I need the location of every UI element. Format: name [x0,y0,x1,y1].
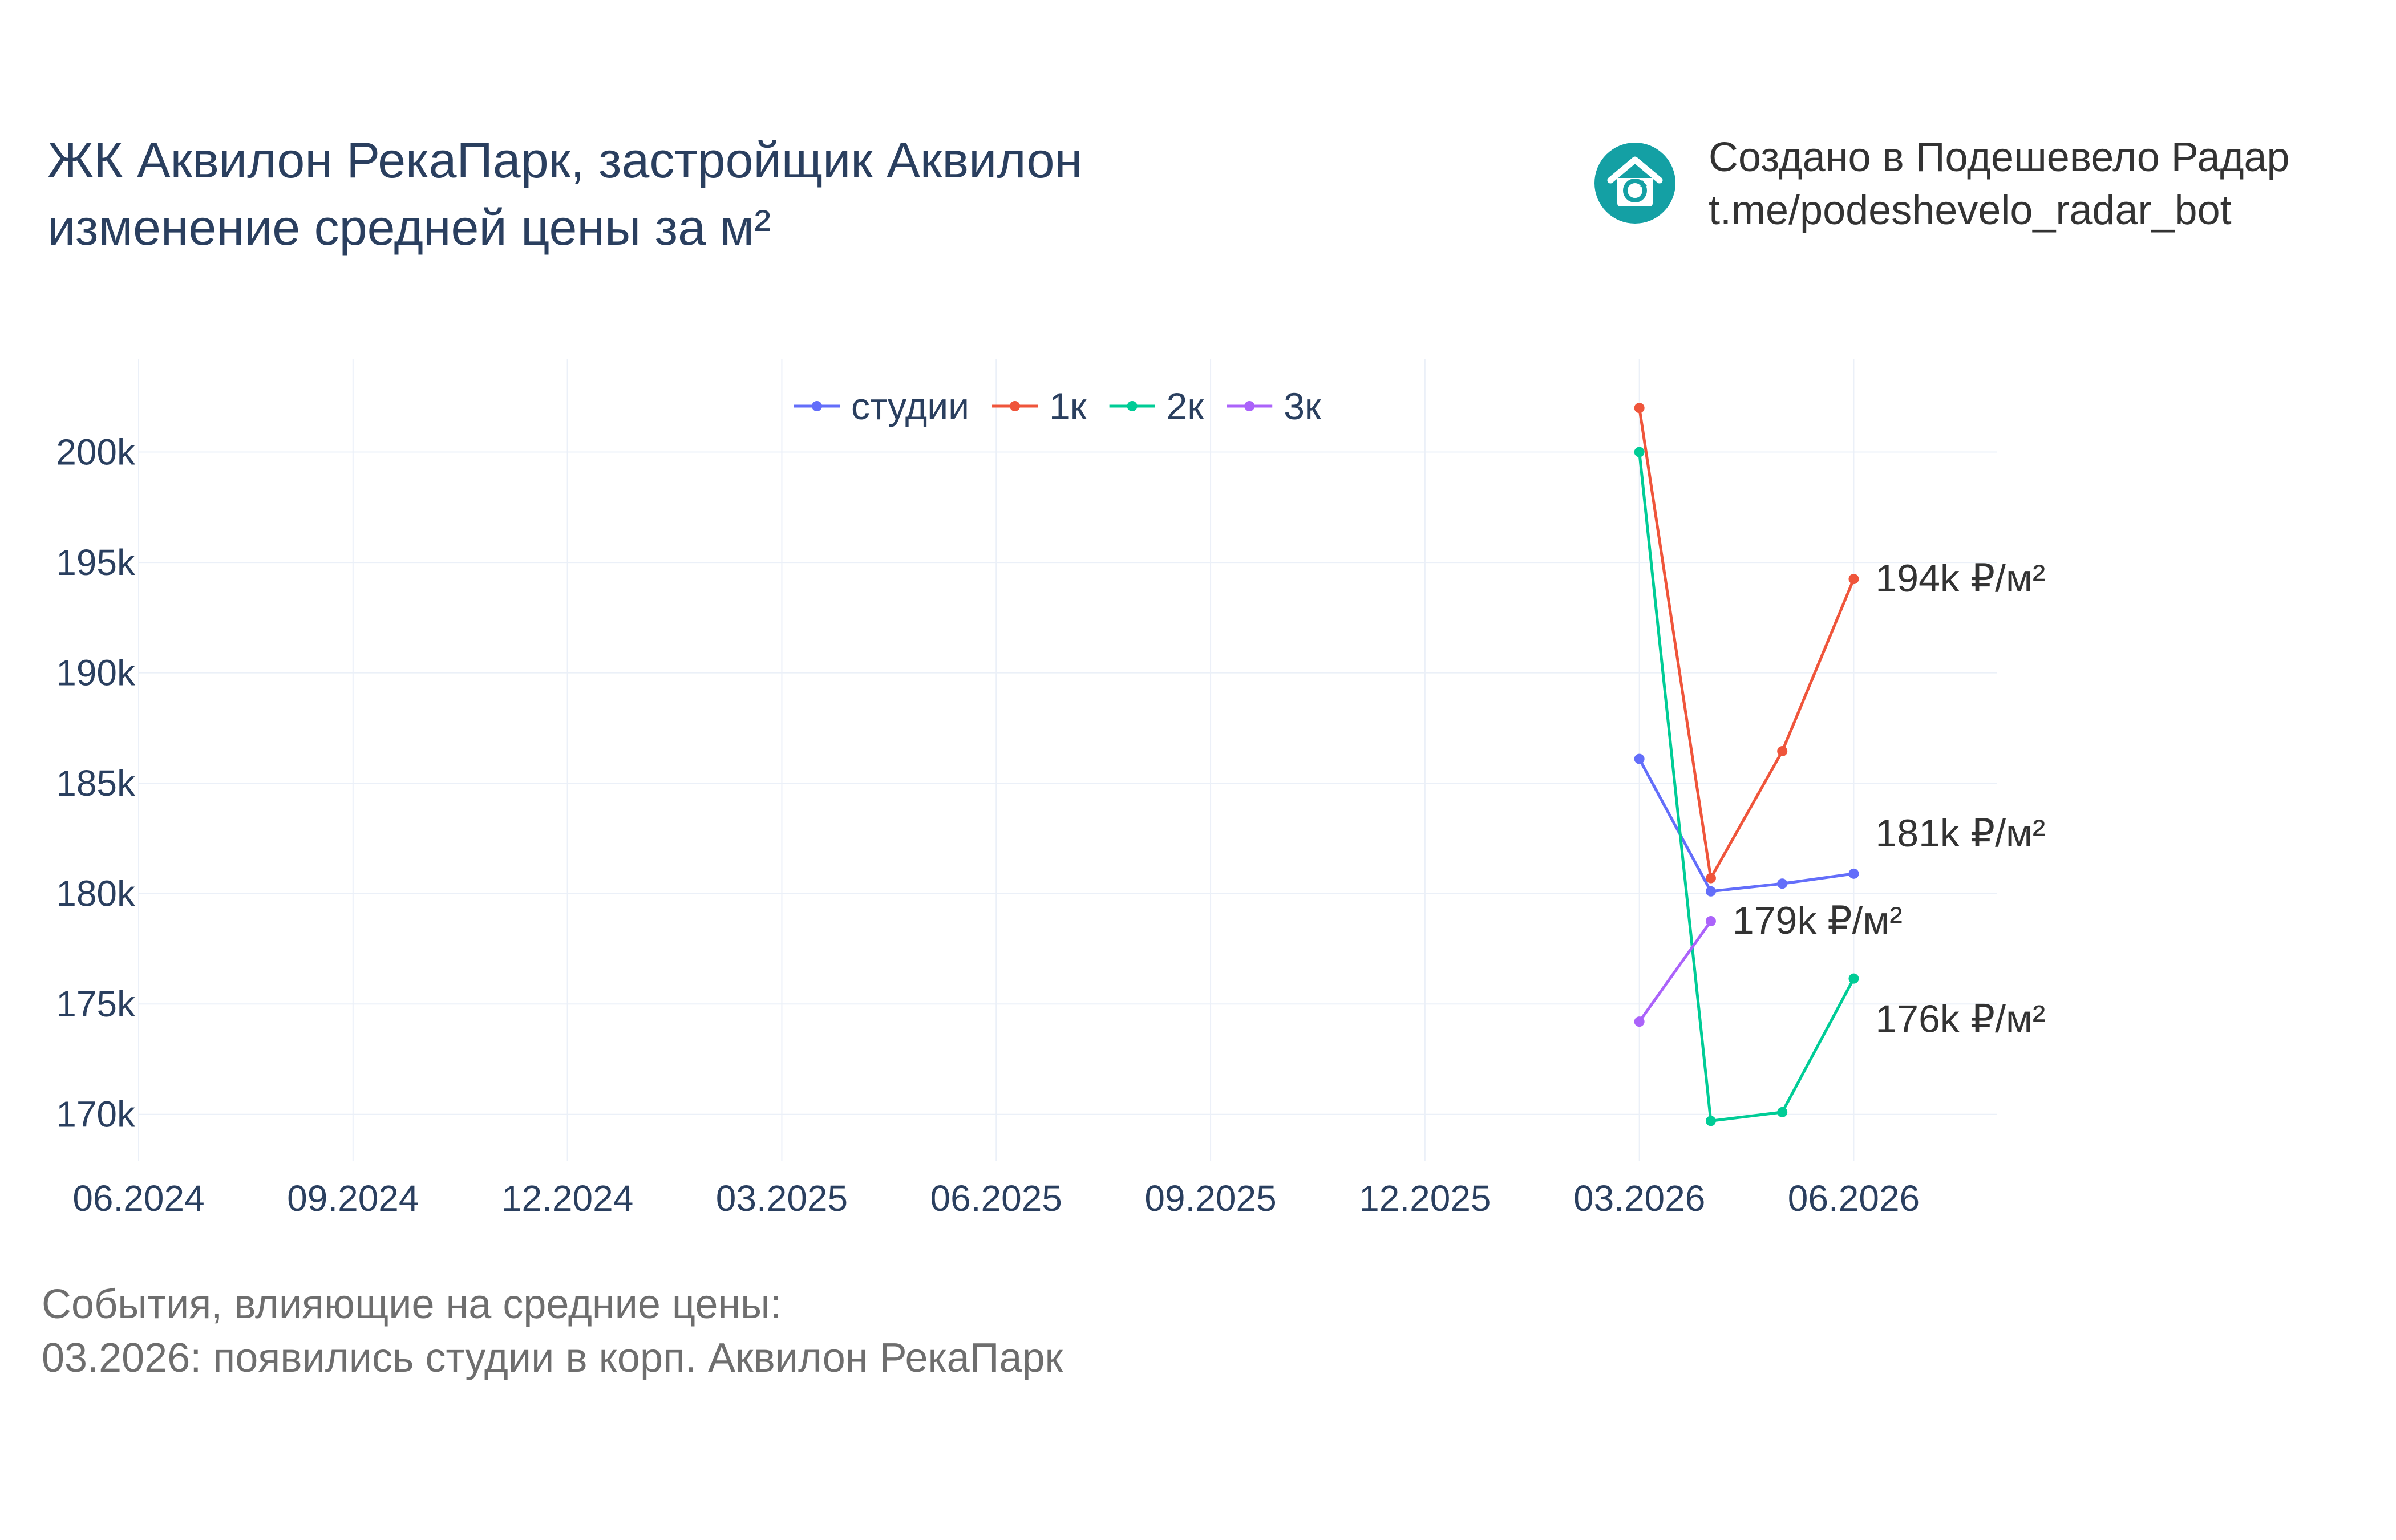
legend-item-1[interactable]: студии [794,385,969,427]
legend-item-4[interactable]: 3к [1227,385,1322,427]
branding-line-1: Создано в Подешевело Радар [1709,135,2290,180]
chart-axes: 200k 195k 190k 185k 180k 175k 170k 06.2024 09.20… [56,432,1920,1219]
y-tick-label: 175k [56,983,136,1024]
end-value-label: 194k ₽/м² [1875,557,2045,600]
branding-text: Создано в Подешевело Радар t.me/podeshev… [1709,131,2290,237]
series-2: 194k ₽/м² [1634,403,2045,884]
end-value-label: 179k ₽/м² [1733,899,1903,942]
events-note-heading: События, влияющие на средние цены: [42,1282,782,1327]
series-line [1638,452,1855,1122]
x-tick-label: 03.2025 [716,1178,848,1219]
legend-label: 3к [1284,385,1322,427]
y-tick-label: 190k [56,653,136,694]
legend-label: 1к [1049,385,1087,427]
data-point[interactable] [1634,447,1645,457]
data-point[interactable] [1705,1116,1716,1126]
data-point[interactable] [1705,916,1716,927]
series-4: 179k ₽/м² [1634,899,1903,1027]
end-value-label: 181k ₽/м² [1875,812,2045,855]
legend-item-2[interactable]: 1к [992,385,1087,427]
series-line [1638,758,1854,893]
chart-title-line-2: изменение средней цены за м² [47,199,771,256]
legend-swatch-marker [812,401,822,411]
series-line [1638,920,1712,1023]
data-point[interactable] [1848,868,1859,879]
y-tick-label: 200k [56,432,136,473]
series-3: 176k ₽/м² [1634,447,2045,1126]
series-line [1638,407,1855,880]
data-point[interactable] [1705,873,1716,884]
data-point[interactable] [1848,973,1859,984]
legend-label: 2к [1167,385,1205,427]
end-value-label: 176k ₽/м² [1875,998,2045,1041]
x-tick-label: 12.2025 [1359,1178,1491,1219]
y-tick-label: 185k [56,763,136,804]
y-tick-label: 180k [56,873,136,914]
x-tick-label: 06.2026 [1788,1178,1920,1219]
events-note: События, влияющие на средние цены: 03.20… [42,1278,1063,1385]
data-point[interactable] [1777,746,1788,757]
branding-link[interactable]: t.me/podeshevelo_radar_bot [1709,188,2232,233]
x-tick-label: 03.2026 [1573,1178,1705,1219]
data-point[interactable] [1777,878,1788,889]
chart-title: ЖК Аквилон РекаПарк, застройщик Аквилон … [47,127,1082,261]
chart-grid [138,359,1997,1161]
x-tick-label: 09.2025 [1144,1178,1276,1219]
events-note-item: 03.2026: появились студии в корп. Аквило… [42,1335,1063,1381]
y-tick-label: 195k [56,542,136,583]
data-point[interactable] [1777,1107,1788,1117]
legend-item-3[interactable]: 2к [1109,385,1205,427]
legend-swatch-marker [1010,401,1021,411]
house-icon [1594,143,1675,224]
legend-swatch-marker [1127,401,1138,411]
series-1: 181k ₽/м² [1634,753,2045,897]
x-tick-label: 12.2024 [501,1178,633,1219]
data-point[interactable] [1848,574,1859,585]
chart-legend: студии 1к 2к 3к [794,385,1322,427]
data-point[interactable] [1634,1016,1645,1027]
data-point[interactable] [1634,753,1645,764]
data-point[interactable] [1634,403,1645,414]
x-tick-label: 06.2024 [72,1178,204,1219]
legend-label: студии [851,385,969,427]
y-tick-label: 170k [56,1094,136,1135]
chart-series: 181k ₽/м² 194k ₽/м² 176k ₽/м² 179k ₽/м² [1634,403,2045,1126]
legend-swatch-marker [1244,401,1255,411]
data-point[interactable] [1705,886,1716,897]
x-tick-label: 06.2025 [930,1178,1062,1219]
x-tick-label: 09.2024 [287,1178,419,1219]
chart-title-line-1: ЖК Аквилон РекаПарк, застройщик Аквилон [47,132,1083,188]
